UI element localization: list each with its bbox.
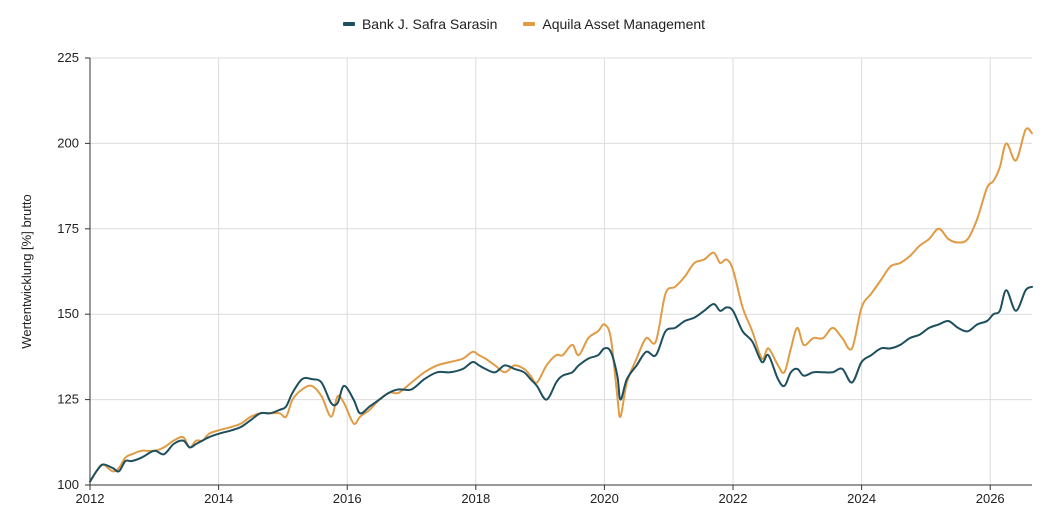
x-tick-label: 2026 [976,491,1005,506]
axes [85,57,1032,490]
y-axis-title: Wertentwicklung [%] brutto [19,194,34,348]
legend: Bank J. Safra Sarasin Aquila Asset Manag… [0,16,1048,32]
y-tick-label: 225 [57,50,79,65]
y-tick-label: 175 [57,221,79,236]
x-tick-label: 2016 [333,491,362,506]
series-line-aquila-asset-management [89,127,1033,483]
series-line-bank-safra-sarasin [89,285,1033,483]
x-tick-label: 2022 [719,491,748,506]
x-tick-label: 2020 [590,491,619,506]
legend-swatch-aquila-asset-management [523,22,536,26]
x-tick-label: 2024 [847,491,876,506]
y-tick-label: 150 [57,306,79,321]
legend-item-bank-safra-sarasin[interactable]: Bank J. Safra Sarasin [342,16,498,32]
x-tick-label: 2014 [204,491,233,506]
legend-item-aquila-asset-management[interactable]: Aquila Asset Management [523,16,705,32]
legend-label-aquila-asset-management: Aquila Asset Management [542,16,706,32]
series-group [89,127,1033,483]
tick-labels: 100 125 150 175 200 225 2012 2014 2016 2018 2020 20… [57,50,1004,506]
grid [90,57,1032,485]
y-tick-label: 100 [57,477,79,492]
legend-label-bank-safra-sarasin: Bank J. Safra Sarasin [361,16,498,32]
y-tick-label: 125 [57,392,79,407]
legend-swatch-bank-safra-sarasin [342,22,355,26]
x-tick-label: 2012 [76,491,105,506]
x-tick-label: 2018 [461,491,490,506]
y-tick-label: 200 [57,135,79,150]
